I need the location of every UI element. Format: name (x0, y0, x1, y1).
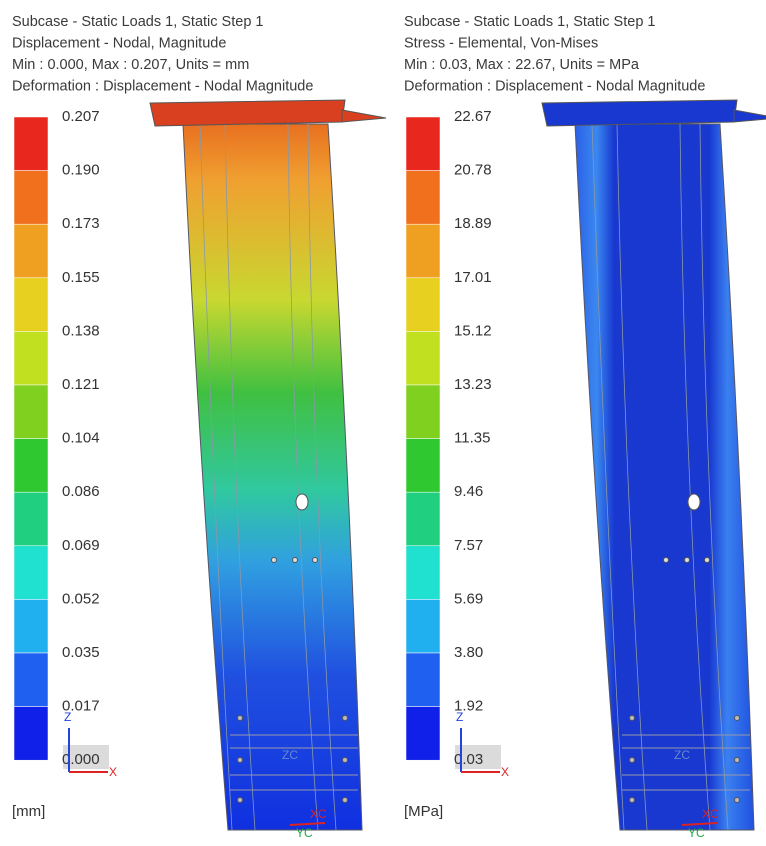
rivet (272, 558, 277, 563)
legend-band (14, 653, 48, 707)
rivet (343, 716, 348, 721)
legend-band (406, 707, 440, 761)
legend-band (406, 653, 440, 707)
legend-label: 15.12 (454, 322, 492, 339)
legend-label: 0.190 (62, 162, 100, 179)
legend-label: 0.173 (62, 215, 100, 232)
rivet (293, 558, 298, 563)
legend-label: 0.069 (62, 537, 100, 554)
header-line: Subcase - Static Loads 1, Static Step 1 (404, 14, 655, 30)
hole (688, 494, 700, 510)
rivet (735, 716, 740, 721)
header-line: Min : 0.000, Max : 0.207, Units = mm (12, 57, 249, 73)
legend-label: 5.69 (454, 590, 483, 607)
hole (296, 494, 308, 510)
legend-label: 0.104 (62, 430, 100, 447)
legend-label: 20.78 (454, 162, 492, 179)
rivet (313, 558, 318, 563)
header-line: Displacement - Nodal, Magnitude (12, 35, 226, 51)
rivet (685, 558, 690, 563)
legend-label: 0.121 (62, 376, 100, 393)
header-line: Deformation : Displacement - Nodal Magni… (404, 78, 705, 94)
legend-band (14, 117, 48, 171)
header-line: Subcase - Static Loads 1, Static Step 1 (12, 14, 263, 30)
legend-label: 7.57 (454, 537, 483, 554)
unit-label: [mm] (12, 803, 45, 820)
top-flange (542, 100, 737, 126)
legend-band (14, 278, 48, 332)
legend-band (406, 599, 440, 653)
csys-label: XC (310, 807, 327, 821)
rivet (664, 558, 669, 563)
legend-band (14, 331, 48, 385)
header-line: Deformation : Displacement - Nodal Magni… (12, 78, 313, 94)
csys-label: XC (702, 807, 719, 821)
legend-label: 0.03 (454, 751, 483, 768)
legend-label: 13.23 (454, 376, 492, 393)
legend-band (14, 171, 48, 225)
result-panel: Subcase - Static Loads 1, Static Step 1 D… (12, 14, 386, 840)
rivet (343, 798, 348, 803)
csys-label: ZC (282, 748, 298, 762)
rivet (238, 716, 243, 721)
rivet (705, 558, 710, 563)
rivet (630, 758, 635, 763)
legend-label: 0.035 (62, 644, 100, 661)
legend-band (406, 385, 440, 439)
legend-label: 18.89 (454, 215, 492, 232)
triad-label: Z (64, 710, 71, 724)
legend-band (406, 546, 440, 600)
beam-model (542, 100, 766, 830)
rivet (735, 758, 740, 763)
unit-label: [MPa] (404, 803, 443, 820)
rivet (238, 758, 243, 763)
rivet (630, 716, 635, 721)
legend-band (406, 278, 440, 332)
legend-label: 0.155 (62, 269, 100, 286)
legend-band (406, 439, 440, 493)
rivet (343, 758, 348, 763)
rivet (630, 798, 635, 803)
legend-band (14, 492, 48, 546)
legend-label: 0.052 (62, 590, 100, 607)
results-view: Subcase - Static Loads 1, Static Step 1 D… (0, 0, 766, 841)
beam-body (575, 124, 754, 830)
legend-band (14, 224, 48, 278)
flange-tab (734, 110, 766, 122)
legend-label: 0.086 (62, 483, 100, 500)
triad-label: X (109, 765, 117, 779)
beam-body (183, 124, 362, 830)
legend-label: 3.80 (454, 644, 483, 661)
legend-band (406, 492, 440, 546)
flange-tab (342, 110, 386, 122)
legend-label: 9.46 (454, 483, 483, 500)
legend-label: 17.01 (454, 269, 492, 286)
legend-label: 0.000 (62, 751, 100, 768)
csys-label: ZC (674, 748, 690, 762)
legend-band (14, 385, 48, 439)
beam-model (150, 100, 386, 830)
legend-band (14, 439, 48, 493)
result-panel: Subcase - Static Loads 1, Static Step 1 S… (404, 14, 766, 840)
legend-band (14, 546, 48, 600)
legend-label: 11.35 (454, 430, 490, 447)
legend-label: 0.207 (62, 108, 100, 125)
header-line: Min : 0.03, Max : 22.67, Units = MPa (404, 57, 640, 73)
csys-label: YC (296, 826, 313, 840)
top-flange (150, 100, 345, 126)
legend-band (406, 171, 440, 225)
legend-band (406, 117, 440, 171)
legend-band (406, 331, 440, 385)
legend-band (406, 224, 440, 278)
csys-label: YC (688, 826, 705, 840)
rivet (238, 798, 243, 803)
triad-label: Z (456, 710, 463, 724)
triad-label: X (501, 765, 509, 779)
legend-band (14, 599, 48, 653)
legend-label: 22.67 (454, 108, 492, 125)
legend-band (14, 707, 48, 761)
legend-label: 0.138 (62, 322, 100, 339)
rivet (735, 798, 740, 803)
header-line: Stress - Elemental, Von-Mises (404, 35, 598, 51)
